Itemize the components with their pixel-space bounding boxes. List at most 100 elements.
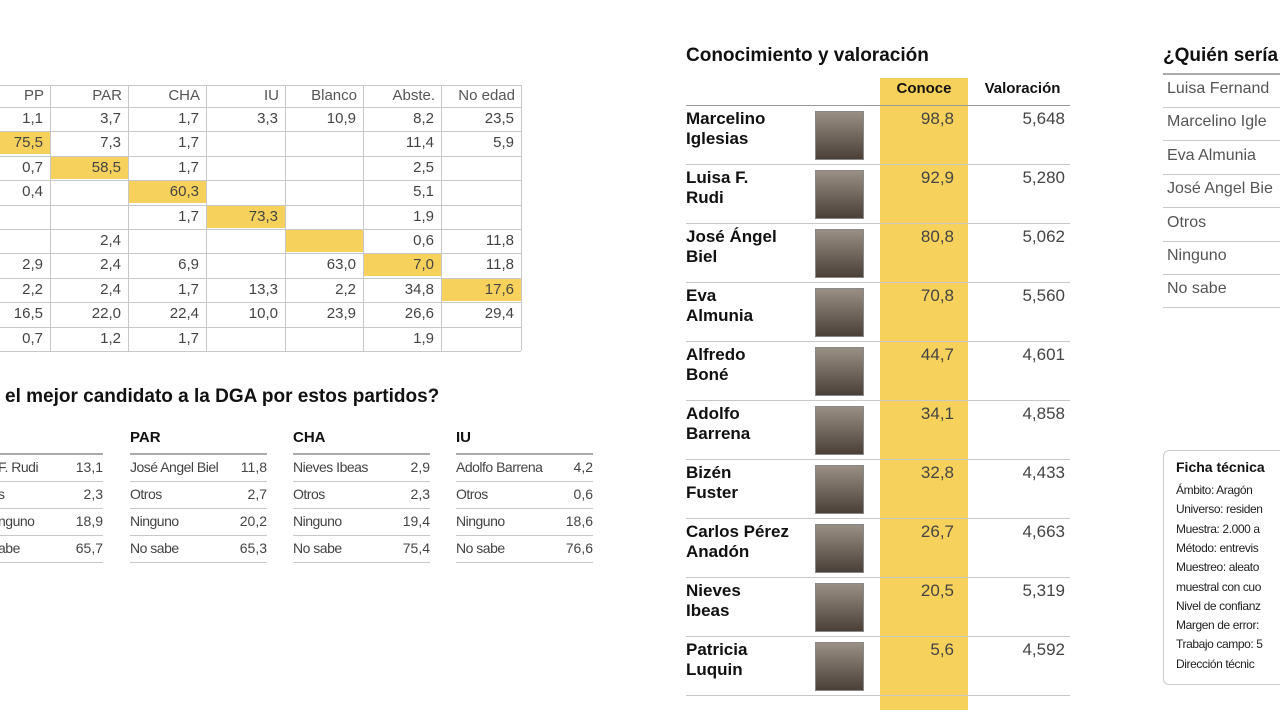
table-line	[0, 107, 521, 108]
row-label: F. Rudi	[0, 459, 39, 475]
row-value: 4,2	[573, 459, 593, 475]
row-label: Ninguno	[293, 513, 342, 529]
option-label: José Angel Bie	[1167, 180, 1273, 198]
candidate-name: Alfredo	[686, 345, 746, 364]
row-label: nguno	[0, 513, 35, 529]
cell-value: 1,7	[178, 207, 199, 225]
candidate-name: Fuster	[686, 483, 738, 502]
cell-value: 23,5	[484, 110, 514, 127]
row-value: 11,8	[240, 459, 267, 475]
candidate-name: Adolfo	[686, 404, 740, 423]
cell-value: 11,8	[485, 256, 514, 274]
row-value: 18,6	[565, 513, 593, 529]
option-label: Eva Almunia	[1167, 146, 1256, 164]
cell-value: 2,4	[100, 256, 121, 274]
cell-value: 1,7	[178, 329, 199, 347]
row-label: s	[0, 486, 5, 502]
ficha-line: Margen de error:	[1176, 618, 1259, 633]
table-line	[130, 562, 267, 563]
cell-value: 0,7	[22, 329, 43, 347]
conoce-value: 92,9	[920, 168, 954, 187]
section-title: ¿Quién sería	[1163, 45, 1279, 66]
table-line	[1163, 107, 1280, 108]
candidate-name: Barrena	[686, 424, 751, 443]
row-value: 75,4	[402, 540, 430, 556]
table-line	[130, 508, 267, 509]
cell-value: 0,4	[22, 183, 43, 201]
photo	[815, 583, 864, 632]
candidate-name: Biel	[686, 247, 718, 266]
conoce-value: 44,7	[920, 345, 954, 364]
cell-value: 1,1	[22, 110, 43, 127]
cell-value: 60,3	[169, 183, 199, 201]
cell-value: 13,3	[248, 280, 278, 298]
option-label: No sabe	[1167, 280, 1227, 298]
cell-value: 5,1	[413, 183, 434, 201]
table-line	[686, 695, 1070, 696]
candidate-name: Eva	[686, 286, 717, 305]
column-header: Abste.	[392, 87, 435, 104]
conoce-value: 70,8	[920, 286, 954, 305]
cell-value: 16,5	[13, 305, 43, 323]
valoracion-value: 5,062	[1022, 227, 1065, 246]
column-header: PAR	[92, 87, 122, 104]
cell-value: 2,4	[100, 232, 121, 249]
highlight-column	[880, 78, 968, 710]
valoracion-value: 4,601	[1022, 345, 1065, 364]
candidate-name: José Ángel	[686, 227, 777, 246]
row-value: 18,9	[75, 513, 103, 529]
cell-value: 1,7	[178, 134, 199, 152]
cell-value: 23,9	[326, 305, 356, 323]
photo	[815, 229, 864, 278]
table-line	[456, 535, 593, 536]
section-title: el mejor candidato a la DGA por estos pa…	[5, 386, 440, 407]
table-line	[686, 400, 1070, 401]
table-line	[0, 131, 521, 133]
cell-value: 1,7	[178, 158, 199, 176]
table-line	[0, 302, 521, 304]
photo	[815, 465, 864, 514]
table-line	[1163, 173, 1280, 175]
ficha-line: Nivel de confianz	[1176, 598, 1261, 613]
cell-value: 58,5	[91, 158, 121, 176]
highlight-cell	[206, 205, 285, 228]
row-label: No sabe	[293, 540, 342, 556]
row-label: José Angel Biel	[130, 459, 219, 475]
valoracion-value: 5,280	[1022, 168, 1065, 187]
cell-value: 29,4	[484, 305, 514, 323]
valoracion-value: 4,858	[1022, 404, 1065, 423]
cell-value: 73,3	[248, 207, 278, 225]
valoracion-value: 5,560	[1022, 286, 1065, 305]
conoce-value: 32,8	[920, 463, 954, 482]
highlight-cell	[285, 230, 363, 252]
candidate-name: Marcelino	[686, 109, 766, 128]
highlight-cell	[441, 278, 521, 301]
table-line	[1163, 207, 1280, 209]
row-value: 2,3	[410, 486, 430, 502]
valoracion-value: 5,648	[1022, 109, 1065, 128]
ficha-title: Ficha técnica	[1176, 459, 1265, 475]
table-line	[1163, 274, 1280, 275]
cell-value: 2,4	[100, 280, 121, 298]
row-label: Nieves Ibeas	[293, 459, 368, 475]
row-value: 65,3	[239, 540, 267, 556]
table-line	[0, 535, 103, 536]
highlight-cell	[363, 254, 441, 277]
table-line	[686, 459, 1070, 460]
cell-value: 22,0	[91, 305, 121, 323]
cell-value: 6,9	[178, 256, 199, 274]
highlight-cell	[50, 156, 128, 179]
row-label: Adolfo Barrena	[456, 459, 543, 475]
table-line	[456, 508, 593, 509]
column-header: PP	[23, 87, 44, 104]
cell-value: 3,3	[257, 110, 278, 127]
row-label: Otros	[130, 486, 162, 502]
row-label: Otros	[293, 486, 325, 502]
cell-value: 34,8	[404, 280, 434, 298]
cell-value: 2,5	[413, 158, 434, 176]
table-line	[293, 453, 430, 455]
cell-value: 1,9	[413, 329, 434, 347]
table-line	[1163, 240, 1280, 242]
table-line	[293, 562, 430, 563]
table-line	[686, 105, 1070, 106]
